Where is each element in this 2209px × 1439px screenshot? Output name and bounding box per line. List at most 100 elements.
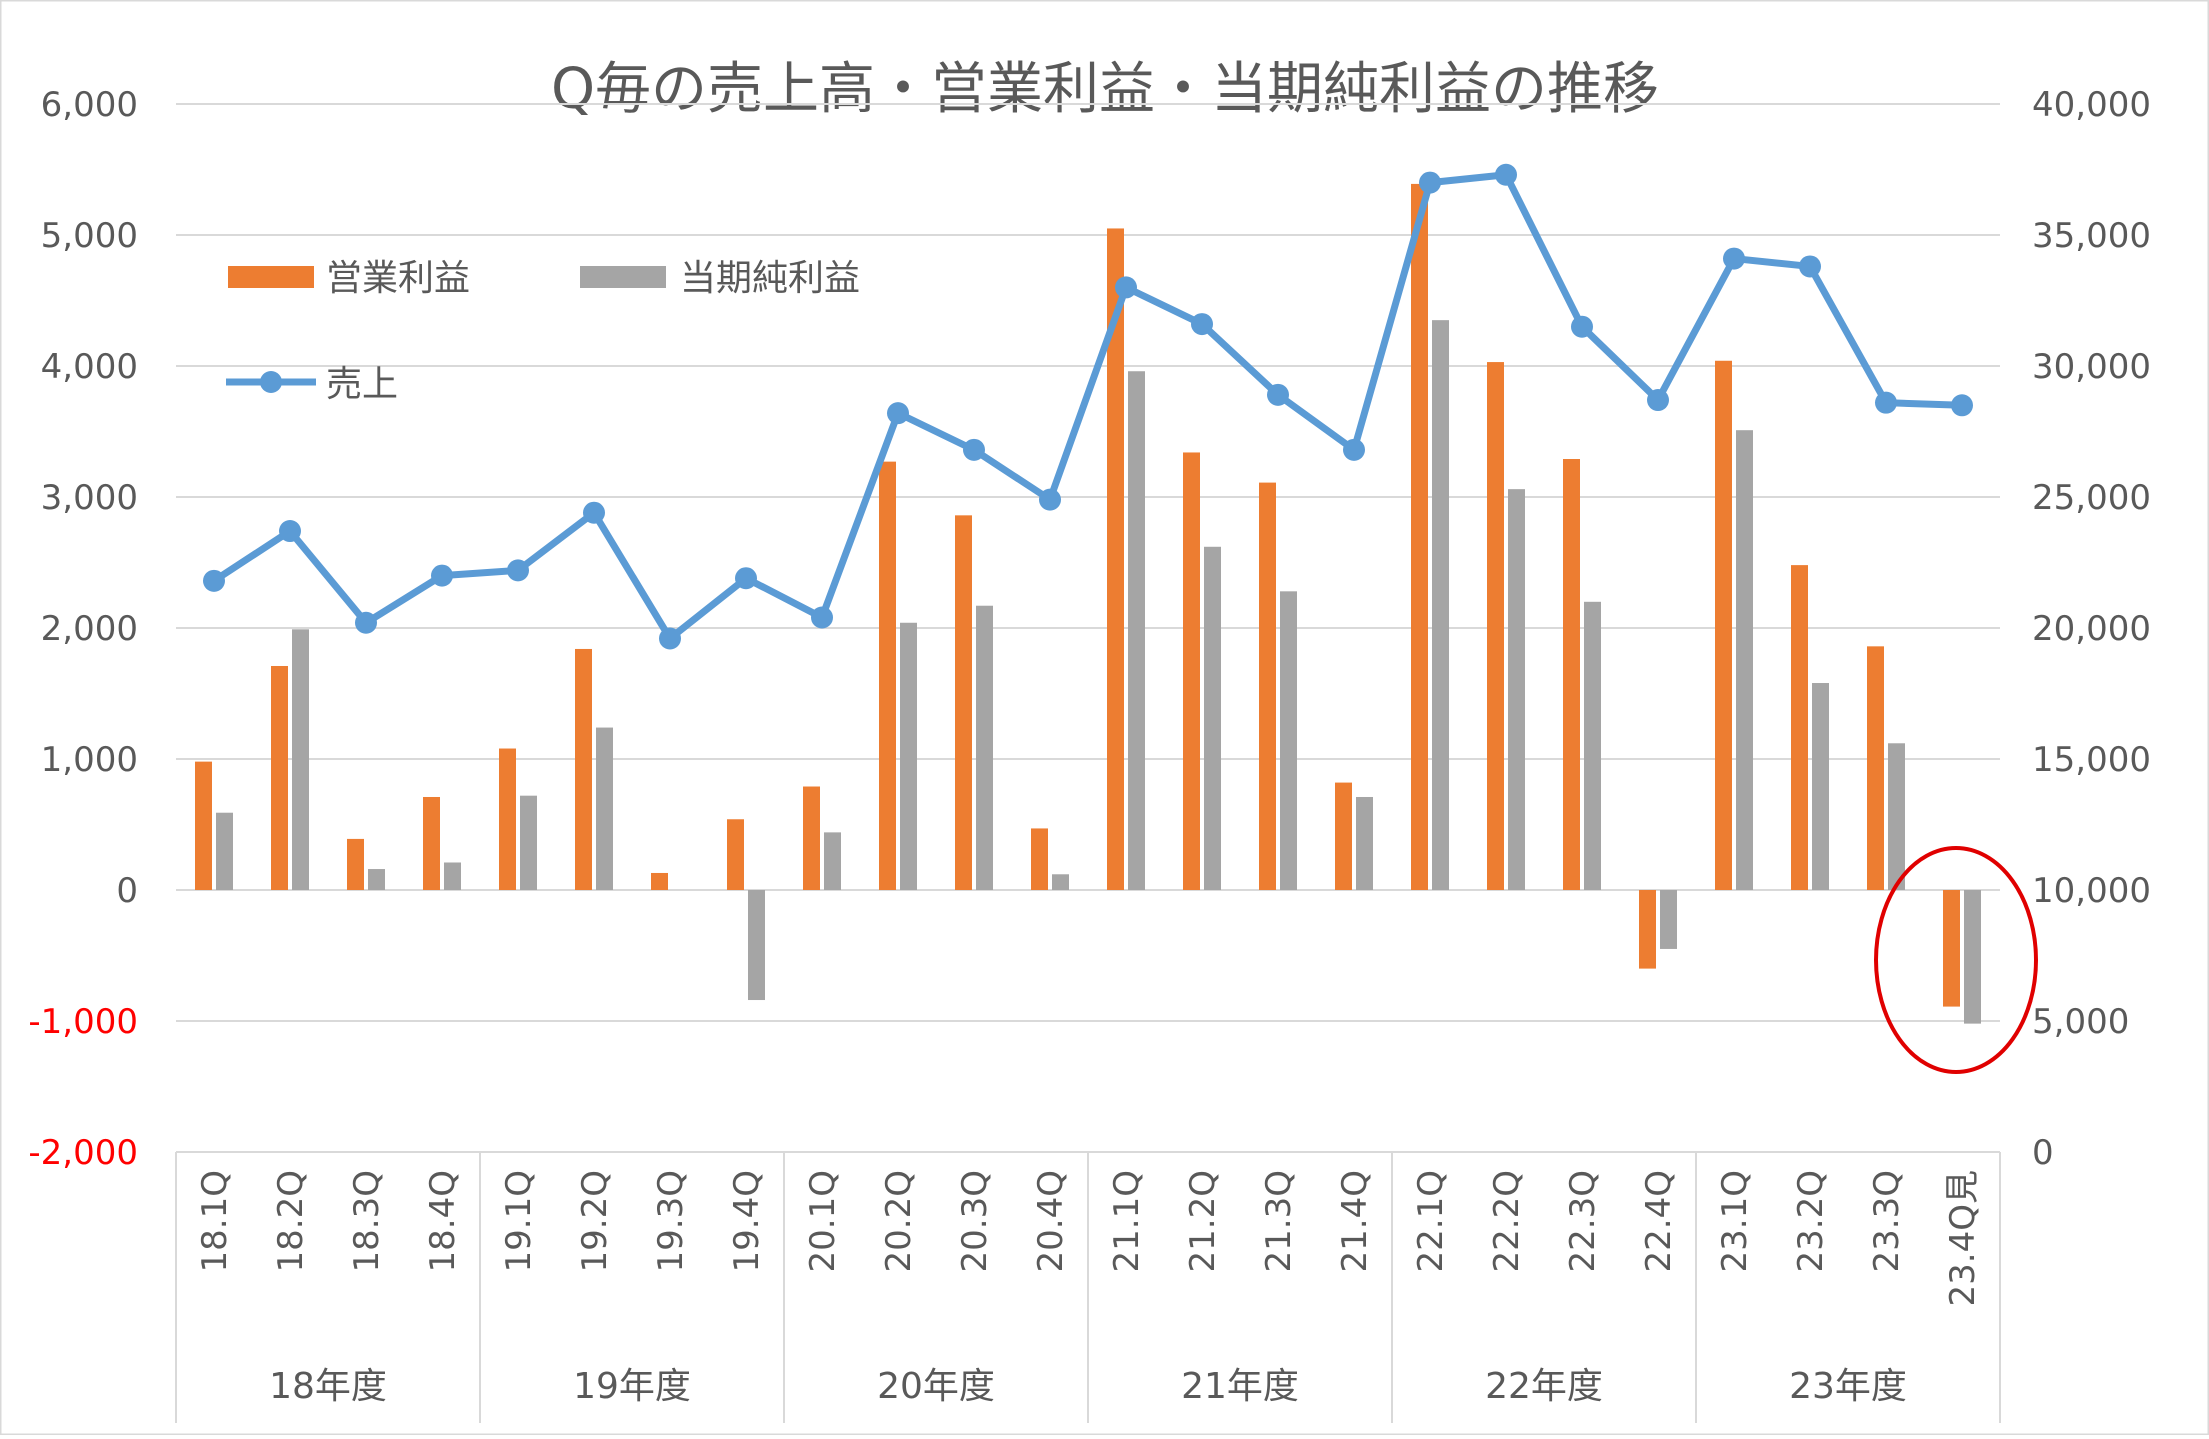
sales-line <box>212 171 1963 642</box>
group-label: 21年度 <box>1181 1366 1299 1407</box>
right-tick-label: 20,000 <box>2032 609 2151 649</box>
gridlines <box>176 103 2000 1022</box>
x-axis: 18.1Q 18.2Q 18.3Q 18.4Q 19.1Q 19.2Q 19.3Q 19.4Q… <box>175 1151 2001 1423</box>
category-label: 20.4Q <box>1031 1170 1071 1272</box>
legend-swatch-net-profit <box>580 266 666 288</box>
category-label: 21.1Q <box>1107 1170 1147 1272</box>
net-profit-bar <box>444 862 461 890</box>
operating-profit-bar <box>347 838 364 890</box>
annotation <box>1874 846 2038 1074</box>
category-label: 18.2Q <box>271 1170 311 1272</box>
net-profit-bar <box>1204 546 1221 890</box>
sales-marker <box>1343 438 1365 461</box>
legend-swatch-sales-marker <box>260 371 282 393</box>
net-profit-bar <box>1508 489 1525 890</box>
legend-label-net-profit: 当期純利益 <box>680 258 860 299</box>
chart-title: Q毎の売上高・営業利益・当期純利益の推移 <box>551 57 1659 122</box>
net-profit-bar <box>1052 874 1069 890</box>
sales-marker <box>355 611 377 634</box>
operating-profit-bar <box>1943 890 1960 1007</box>
sales-marker <box>1875 391 1897 414</box>
left-tick-label: 3,000 <box>41 478 138 518</box>
category-label: 23.4Q見 <box>1943 1170 1983 1306</box>
left-tick-label: 2,000 <box>41 609 138 649</box>
legend-label-operating-profit: 営業利益 <box>326 258 470 299</box>
category-label: 22.4Q <box>1639 1170 1679 1272</box>
category-label: 23.3Q <box>1867 1170 1907 1272</box>
category-label: 20.1Q <box>803 1170 843 1272</box>
operating-profit-bar <box>879 461 896 890</box>
category-label: 19.1Q <box>499 1170 539 1272</box>
category-label: 23.1Q <box>1715 1170 1755 1272</box>
sales-marker <box>1419 171 1441 194</box>
operating-profit-bar <box>803 786 820 890</box>
operating-profit-bar <box>1791 565 1808 890</box>
net-profit-bar <box>1432 320 1449 890</box>
legend-label-sales: 売上 <box>326 364 398 405</box>
category-label: 19.4Q <box>727 1170 767 1272</box>
category-label: 20.2Q <box>879 1170 919 1272</box>
net-profit-bar <box>216 812 233 890</box>
category-label: 18.4Q <box>423 1170 463 1272</box>
operating-profit-bar <box>1639 890 1656 969</box>
net-profit-bar <box>1280 591 1297 890</box>
right-tick-label: 5,000 <box>2032 1002 2129 1042</box>
sales-marker <box>1571 315 1593 338</box>
net-profit-bar <box>748 890 765 1001</box>
operating-profit-bar <box>1031 828 1048 890</box>
legend-swatch-operating-profit <box>228 266 314 288</box>
net-profit-bar <box>900 622 917 890</box>
net-profit-bar <box>292 629 309 890</box>
operating-profit-bar <box>1867 646 1884 890</box>
left-tick-label: -1,000 <box>28 1002 138 1042</box>
group-label: 18年度 <box>269 1366 387 1407</box>
sales-marker <box>203 569 225 592</box>
left-tick-label: 1,000 <box>41 740 138 780</box>
sales-marker <box>583 501 605 524</box>
sales-marker <box>1951 394 1973 417</box>
operating-profit-bar <box>195 761 212 890</box>
category-label: 22.3Q <box>1563 1170 1603 1272</box>
category-label: 20.3Q <box>955 1170 995 1272</box>
net-profit-bar <box>520 795 537 890</box>
highlight-ellipse <box>1874 846 2038 1074</box>
sales-marker <box>1267 383 1289 406</box>
category-label: 22.2Q <box>1487 1170 1527 1272</box>
net-profit-bar <box>596 727 613 890</box>
category-label: 21.2Q <box>1183 1170 1223 1272</box>
operating-profit-bar <box>499 748 516 890</box>
category-label: 22.1Q <box>1411 1170 1451 1272</box>
operating-profit-bar <box>271 665 288 890</box>
operating-profit-bar <box>423 796 440 890</box>
sales-marker <box>1039 488 1061 511</box>
sales-marker <box>1191 313 1213 336</box>
category-label: 19.2Q <box>575 1170 615 1272</box>
net-profit-bar <box>1356 796 1373 890</box>
group-label: 23年度 <box>1789 1366 1907 1407</box>
operating-profit-bar <box>1411 183 1428 890</box>
sales-marker <box>507 559 529 582</box>
group-label: 19年度 <box>573 1366 691 1407</box>
net-profit-bar <box>1660 890 1677 949</box>
sales-marker <box>1115 276 1137 299</box>
operating-profit-bar <box>1335 782 1352 890</box>
bar-series <box>195 183 1981 1024</box>
net-profit-bar <box>1888 743 1905 890</box>
category-label: 21.4Q <box>1335 1170 1375 1272</box>
net-profit-bar <box>1812 683 1829 890</box>
left-tick-label: 6,000 <box>41 85 138 125</box>
sales-marker <box>431 564 453 587</box>
sales-marker <box>735 567 757 590</box>
sales-marker <box>1647 389 1669 412</box>
left-tick-label: 4,000 <box>41 347 138 387</box>
operating-profit-bar <box>1563 459 1580 890</box>
operating-profit-bar <box>575 648 592 890</box>
category-label: 18.3Q <box>347 1170 387 1272</box>
right-tick-label: 25,000 <box>2032 478 2151 518</box>
line-series <box>203 163 1973 650</box>
operating-profit-bar <box>651 872 668 890</box>
net-profit-bar <box>1964 890 1981 1024</box>
